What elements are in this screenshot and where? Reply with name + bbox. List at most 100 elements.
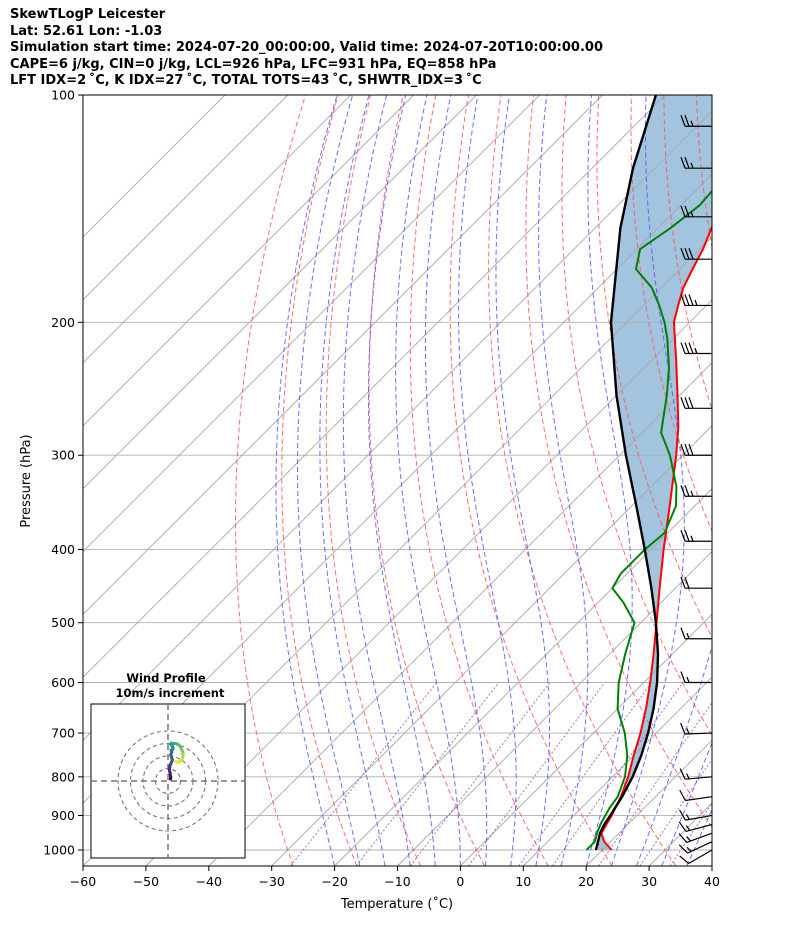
wind-barb-flag	[684, 156, 690, 169]
chart-title: SkewTLogP Leicester	[10, 7, 166, 22]
wind-barb-shaft	[685, 823, 713, 833]
wind-barb	[680, 156, 712, 169]
wind-barb	[679, 849, 713, 865]
hodograph-ring	[117, 730, 219, 832]
wind-barb-flag	[680, 627, 686, 639]
mixing-ratio-line	[410, 682, 551, 866]
wind-barb-flag	[679, 855, 690, 864]
x-tick-label: 0	[456, 874, 464, 889]
wind-barb	[680, 115, 712, 127]
wind-barb-flag	[680, 294, 686, 306]
wind-barb-flag	[680, 247, 686, 260]
wind-barb-flag	[684, 485, 690, 497]
wind-barb-half-flag	[686, 633, 690, 639]
wind-barb	[678, 832, 713, 843]
wind-barb-flag	[680, 205, 686, 218]
isotherm-line	[522, 676, 712, 866]
wind-barb-half-flag	[686, 846, 692, 852]
wind-barb-half-flag	[690, 490, 694, 497]
cape-fill-layer	[595, 95, 712, 850]
isotherm-line	[83, 95, 666, 678]
moist-adiabat	[636, 644, 712, 866]
moist-adiabat	[686, 808, 712, 866]
wind-barb-half-flag	[694, 299, 698, 306]
wind-barb-flag	[684, 576, 690, 589]
wind-barb	[680, 530, 712, 542]
wind-barb-shaft	[684, 732, 713, 735]
wind-barb	[679, 789, 713, 802]
dry-adiabat	[235, 95, 306, 866]
wind-barb-flag	[679, 789, 686, 801]
dry-adiabat	[488, 95, 677, 866]
hodograph: Wind Profile 10m/s increment	[90, 671, 246, 859]
parcel-line	[594, 95, 660, 851]
x-tick-label: −30	[259, 874, 285, 889]
y-tick-label: 600	[51, 675, 75, 690]
isotherm-line	[460, 613, 712, 866]
mixing-ratio-line	[551, 682, 684, 866]
wind-barb	[679, 768, 713, 780]
x-tick-label: 30	[641, 874, 657, 889]
y-axis-title: Pressure (hPa)	[19, 434, 34, 527]
dry-adiabat	[449, 95, 613, 866]
y-tick-label: 300	[51, 448, 75, 463]
y-tick-label: 200	[51, 315, 75, 330]
x-tick-label: −60	[70, 874, 96, 889]
moist-adiabat	[342, 95, 411, 866]
wind-barb	[680, 397, 712, 409]
location-line: Lat: 52.61 Lon: -1.03	[10, 23, 163, 39]
temperature-line	[600, 225, 712, 851]
x-tick-label: −20	[321, 874, 347, 889]
wind-barb-flag	[688, 247, 694, 260]
wind-barb-half-flag	[685, 814, 690, 820]
isotherm-line	[83, 95, 352, 364]
moist-adiabat	[661, 741, 712, 866]
x-tick-label: 40	[704, 874, 720, 889]
wind-barb-flag	[684, 247, 690, 260]
mixing-ratio-line	[598, 701, 712, 866]
wind-barb	[680, 444, 712, 456]
wind-barb-flag	[688, 444, 694, 456]
wind-barb	[680, 205, 712, 218]
dewpoint-line	[585, 189, 712, 851]
wind-barb-half-flag	[686, 773, 690, 780]
wind-barb	[680, 627, 712, 640]
x-tick-label: −50	[133, 874, 159, 889]
moist-adiabat	[275, 95, 338, 866]
dry-adiabat	[762, 95, 794, 866]
stability-line-2: LFT IDX=2 ˚C, K IDX=27 ˚C, TOTAL TOTS=43…	[10, 73, 482, 88]
dry-adiabat	[663, 95, 712, 411]
y-tick-label: 100	[51, 88, 75, 103]
hodograph-segment	[174, 760, 179, 764]
wind-barb-flag	[678, 821, 687, 832]
wind-barb	[680, 576, 712, 589]
hodograph-plot	[91, 704, 245, 858]
x-tick-label: 20	[578, 874, 594, 889]
isotherm-line	[83, 110, 712, 741]
wind-barb	[680, 671, 712, 684]
wind-barb-flag	[679, 768, 686, 780]
x-tick-label: −40	[196, 874, 222, 889]
x-tick-label: −10	[384, 874, 410, 889]
y-tick-label: 500	[51, 615, 75, 630]
wind-barb-flag	[684, 530, 690, 542]
isotherm-line	[145, 299, 712, 866]
wind-barb	[680, 247, 712, 260]
profile-series-layer	[585, 95, 712, 851]
wind-barb-flag	[680, 576, 686, 589]
moist-adiabat	[368, 95, 436, 866]
isotherm-line	[334, 487, 712, 866]
wind-barb-flag	[678, 844, 688, 854]
mixing-ratio-line	[468, 682, 605, 866]
moist-adiabat	[458, 95, 517, 866]
wind-barb-half-flag	[690, 162, 694, 169]
moist-adiabat	[319, 95, 386, 866]
x-axis-title: Temperature (˚C)	[340, 896, 453, 912]
wind-barb-flag	[688, 397, 694, 409]
wind-barb-flag	[680, 722, 686, 735]
wind-barb-flag	[684, 444, 690, 456]
y-tick-label: 400	[51, 542, 75, 557]
wind-barb-flag	[684, 342, 690, 354]
isotherm-line	[83, 95, 603, 616]
